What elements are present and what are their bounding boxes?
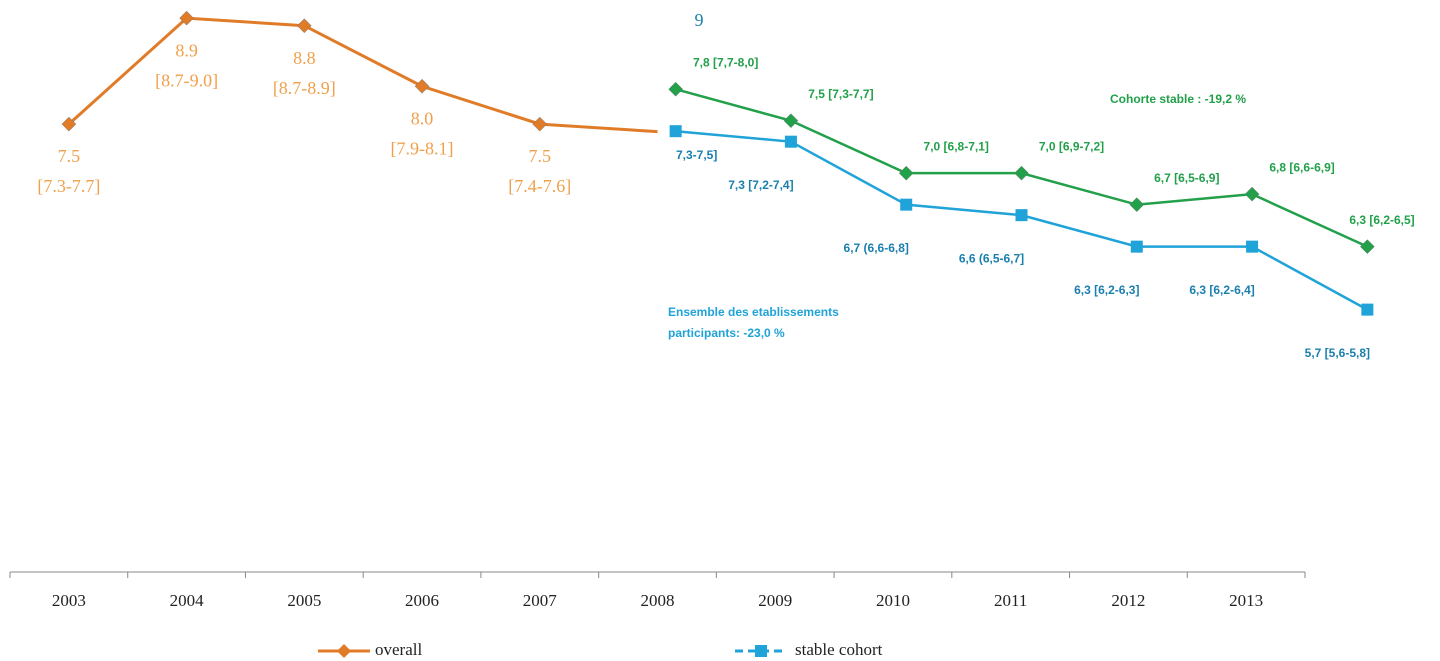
x-tick-label: 2003 xyxy=(52,591,86,610)
marker xyxy=(1015,209,1028,222)
value-label: 7,0 [6,9-7,2] xyxy=(1039,139,1104,153)
marker xyxy=(1014,165,1029,181)
x-tick-label: 2010 xyxy=(876,591,910,610)
x-tick-label: 2009 xyxy=(758,591,792,610)
x-tick-label: 2006 xyxy=(405,591,439,610)
annotation: 9 xyxy=(695,10,704,30)
value-label: 8.9 xyxy=(175,40,198,60)
interval-label: [7.4-7.6] xyxy=(508,176,571,196)
value-label: 7.5 xyxy=(529,146,552,166)
marker xyxy=(1360,239,1375,254)
x-tick-label: 2013 xyxy=(1229,591,1263,610)
value-label: 6,7 [6,5-6,9] xyxy=(1154,171,1219,185)
marker xyxy=(1129,197,1145,213)
interval-label: [8.7-8.9] xyxy=(273,78,336,98)
value-label: 8.8 xyxy=(293,48,316,68)
value-label: 7,3 [7,2-7,4] xyxy=(728,178,793,192)
annotation: Ensemble des etablissements xyxy=(668,305,839,319)
series-line xyxy=(67,16,658,134)
value-label: 7,0 [6,8-7,1] xyxy=(924,139,989,153)
marker xyxy=(1244,186,1260,202)
marker xyxy=(668,81,683,97)
legend-marker xyxy=(755,645,767,657)
annotation: participants: -23,0 % xyxy=(668,326,785,340)
marker xyxy=(784,135,797,148)
value-label: 7,5 [7,3-7,7] xyxy=(808,87,873,101)
marker xyxy=(783,113,799,129)
marker xyxy=(898,165,914,181)
annotation: 7,3-7,5] xyxy=(676,148,717,162)
x-tick-label: 2004 xyxy=(170,591,205,610)
marker xyxy=(532,116,548,132)
value-label: 6,7 (6,6-6,8] xyxy=(844,241,909,255)
value-label: 6,3 [6,2-6,3] xyxy=(1074,283,1139,297)
legend-label: stable cohort xyxy=(795,640,883,659)
marker xyxy=(1130,240,1143,253)
interval-label: [7.3-7.7] xyxy=(37,176,100,196)
marker xyxy=(61,116,77,132)
value-label: 8.0 xyxy=(411,108,434,128)
x-tick-label: 2012 xyxy=(1111,591,1145,610)
value-label: 6,8 [6,6-6,9] xyxy=(1269,160,1334,174)
legend-label: overall xyxy=(375,640,422,659)
marker xyxy=(669,125,682,138)
annotation: Cohorte stable : -19,2 % xyxy=(1110,92,1246,106)
value-label: 7,8 [7,7-8,0] xyxy=(693,55,758,69)
value-label: 6,3 [6,2-6,4] xyxy=(1189,283,1254,297)
marker xyxy=(1361,303,1374,316)
value-label: 6,6 (6,5-6,7] xyxy=(959,251,1024,265)
interval-label: [7.9-8.1] xyxy=(391,138,454,158)
marker xyxy=(414,78,430,94)
value-label: 6,3 [6,2-6,5] xyxy=(1349,213,1414,227)
interval-label: [8.7-9.0] xyxy=(155,70,218,90)
x-tick-label: 2011 xyxy=(994,591,1027,610)
marker xyxy=(1246,240,1259,253)
marker xyxy=(179,10,194,26)
x-tick-label: 2007 xyxy=(523,591,558,610)
value-label: 5,7 [5,6-5,8] xyxy=(1305,346,1370,360)
value-label: 7.5 xyxy=(58,146,81,166)
legend-marker xyxy=(337,644,351,658)
marker xyxy=(296,18,312,34)
marker xyxy=(900,198,913,211)
x-tick-label: 2005 xyxy=(287,591,321,610)
x-tick-label: 2008 xyxy=(641,591,675,610)
